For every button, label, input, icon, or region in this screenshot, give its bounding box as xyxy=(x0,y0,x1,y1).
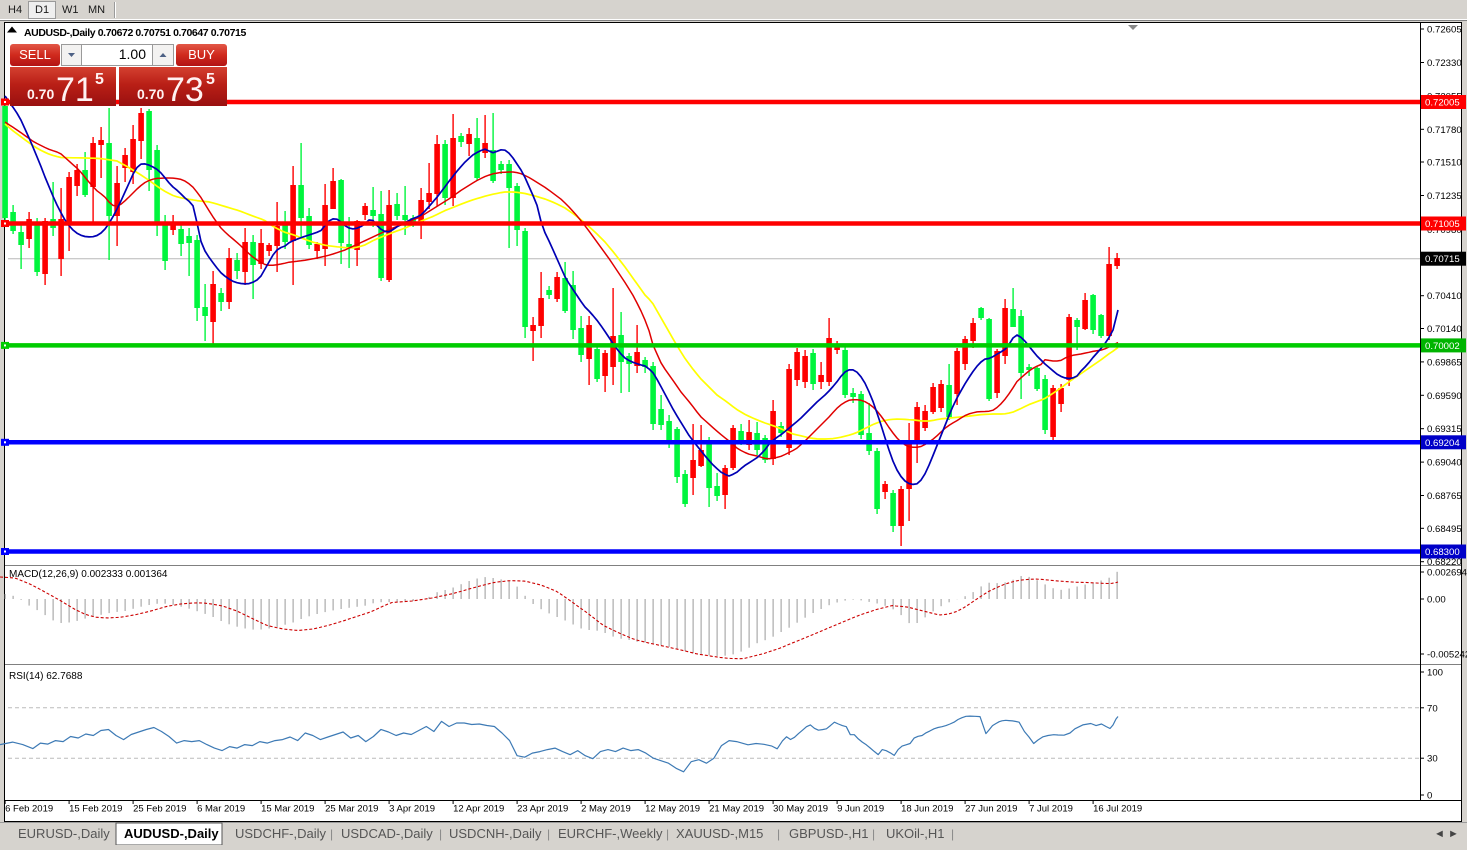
svg-text:D1: D1 xyxy=(35,4,49,16)
svg-text:UKOil-,H1: UKOil-,H1 xyxy=(886,826,945,841)
svg-text:H4: H4 xyxy=(8,4,22,16)
svg-text:0.71780: 0.71780 xyxy=(1427,125,1462,136)
svg-text:0.69590: 0.69590 xyxy=(1427,391,1462,402)
svg-text:XAUUSD-,M15: XAUUSD-,M15 xyxy=(676,826,763,841)
svg-text:18 Jun 2019: 18 Jun 2019 xyxy=(901,804,953,815)
svg-text:►: ► xyxy=(1448,828,1459,840)
svg-text:|: | xyxy=(872,827,875,841)
svg-text:6 Mar 2019: 6 Mar 2019 xyxy=(197,804,245,815)
svg-text:|: | xyxy=(777,827,780,841)
svg-text:9 Jun 2019: 9 Jun 2019 xyxy=(837,804,884,815)
svg-text:25 Mar 2019: 25 Mar 2019 xyxy=(325,804,378,815)
svg-text:73: 73 xyxy=(166,71,204,109)
svg-text:0.68220: 0.68220 xyxy=(1427,557,1462,568)
svg-text:0.70715: 0.70715 xyxy=(1425,254,1460,265)
svg-text:0.69204: 0.69204 xyxy=(1425,438,1460,449)
svg-text:MN: MN xyxy=(88,4,105,16)
svg-text:0.68765: 0.68765 xyxy=(1427,491,1462,502)
svg-text:0.70: 0.70 xyxy=(137,86,164,102)
svg-text:0.68300: 0.68300 xyxy=(1425,547,1460,558)
svg-text:0.68495: 0.68495 xyxy=(1427,524,1462,535)
svg-text:7 Jul 2019: 7 Jul 2019 xyxy=(1029,804,1073,815)
svg-text:EURCHF-,Weekly: EURCHF-,Weekly xyxy=(558,826,663,841)
svg-text:0.002694: 0.002694 xyxy=(1427,568,1467,579)
svg-text:12 May 2019: 12 May 2019 xyxy=(645,804,700,815)
svg-text:BUY: BUY xyxy=(188,47,215,62)
svg-text:30 May 2019: 30 May 2019 xyxy=(773,804,828,815)
svg-text:0.69040: 0.69040 xyxy=(1427,458,1462,469)
svg-text:0.69865: 0.69865 xyxy=(1427,357,1462,368)
svg-text:70: 70 xyxy=(1427,703,1438,714)
svg-text:0.71235: 0.71235 xyxy=(1427,191,1462,202)
svg-text:30: 30 xyxy=(1427,754,1438,765)
svg-text:6 Feb 2019: 6 Feb 2019 xyxy=(5,804,53,815)
svg-text:|: | xyxy=(439,827,442,841)
svg-text:0.70410: 0.70410 xyxy=(1427,291,1462,302)
svg-text:0.71510: 0.71510 xyxy=(1427,158,1462,169)
svg-text:0.70002: 0.70002 xyxy=(1425,341,1460,352)
svg-text:16 Jul 2019: 16 Jul 2019 xyxy=(1093,804,1142,815)
svg-text:15 Mar 2019: 15 Mar 2019 xyxy=(261,804,314,815)
svg-text:|: | xyxy=(330,827,333,841)
svg-text:◄: ◄ xyxy=(1434,828,1445,840)
svg-text:12 Apr 2019: 12 Apr 2019 xyxy=(453,804,504,815)
svg-text:0.70: 0.70 xyxy=(27,86,54,102)
svg-text:100: 100 xyxy=(1427,668,1443,679)
svg-text:0.72605: 0.72605 xyxy=(1427,25,1462,36)
svg-text:0.00: 0.00 xyxy=(1427,595,1446,606)
svg-text:0: 0 xyxy=(1427,791,1432,802)
svg-text:W1: W1 xyxy=(62,4,79,16)
svg-text:1.00: 1.00 xyxy=(119,46,146,62)
svg-text:0.70140: 0.70140 xyxy=(1427,324,1462,335)
svg-text:EURUSD-,Daily: EURUSD-,Daily xyxy=(18,826,110,841)
svg-text:GBPUSD-,H1: GBPUSD-,H1 xyxy=(789,826,868,841)
svg-text:0.71005: 0.71005 xyxy=(1425,219,1460,230)
svg-text:15 Feb 2019: 15 Feb 2019 xyxy=(69,804,122,815)
svg-text:|: | xyxy=(547,827,550,841)
svg-text:3 Apr 2019: 3 Apr 2019 xyxy=(389,804,435,815)
svg-text:AUDUSD-,Daily: AUDUSD-,Daily xyxy=(124,826,219,841)
svg-text:27 Jun 2019: 27 Jun 2019 xyxy=(965,804,1017,815)
svg-text:USDCNH-,Daily: USDCNH-,Daily xyxy=(449,826,542,841)
svg-text:0.72005: 0.72005 xyxy=(1425,98,1460,109)
svg-text:USDCHF-,Daily: USDCHF-,Daily xyxy=(235,826,327,841)
svg-text:71: 71 xyxy=(56,71,94,109)
svg-text:5: 5 xyxy=(206,71,215,88)
svg-text:21 May 2019: 21 May 2019 xyxy=(709,804,764,815)
svg-text:0.69315: 0.69315 xyxy=(1427,424,1462,435)
svg-text:MACD(12,26,9) 0.002333 0.00136: MACD(12,26,9) 0.002333 0.001364 xyxy=(9,569,168,580)
svg-text:23 Apr 2019: 23 Apr 2019 xyxy=(517,804,568,815)
svg-text:USDCAD-,Daily: USDCAD-,Daily xyxy=(341,826,433,841)
svg-text:|: | xyxy=(666,827,669,841)
svg-text:0.72330: 0.72330 xyxy=(1427,58,1462,69)
svg-text:-0.005242: -0.005242 xyxy=(1427,650,1467,661)
svg-text:RSI(14) 62.7688: RSI(14) 62.7688 xyxy=(9,671,83,682)
svg-text:25 Feb 2019: 25 Feb 2019 xyxy=(133,804,186,815)
svg-text:SELL: SELL xyxy=(19,47,51,62)
svg-text:AUDUSD-,Daily 0.70672 0.70751: AUDUSD-,Daily 0.70672 0.70751 0.70647 0.… xyxy=(24,27,246,39)
svg-text:|: | xyxy=(951,827,954,841)
svg-text:5: 5 xyxy=(95,71,104,88)
svg-text:2 May 2019: 2 May 2019 xyxy=(581,804,631,815)
